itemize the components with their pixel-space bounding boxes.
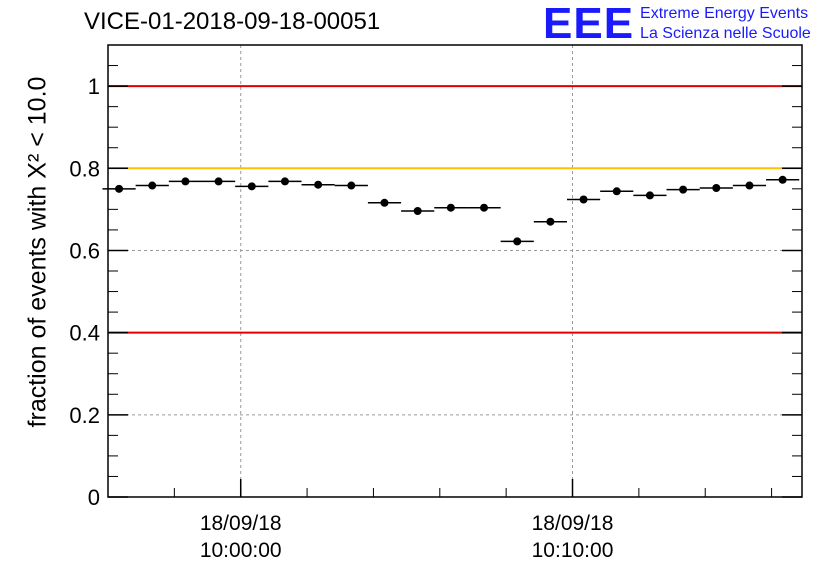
grid-lines bbox=[108, 45, 802, 497]
plot-frame bbox=[107, 44, 803, 498]
y-tick-label: 0 bbox=[88, 485, 100, 510]
data-point bbox=[181, 177, 190, 186]
y-tick-label: 0.8 bbox=[69, 156, 100, 181]
data-point bbox=[679, 185, 688, 194]
reference-lines bbox=[108, 85, 802, 334]
data-point bbox=[645, 191, 654, 200]
data-point bbox=[446, 203, 455, 212]
y-tick-label: 0.4 bbox=[69, 321, 100, 346]
data-points bbox=[102, 175, 800, 246]
data-point bbox=[413, 207, 422, 216]
data-point bbox=[314, 180, 323, 189]
data-point bbox=[612, 187, 621, 196]
logo-line-2: La Scienza nelle Scuole bbox=[640, 25, 811, 42]
y-tick-label: 0.6 bbox=[69, 238, 100, 263]
data-point bbox=[712, 183, 721, 192]
data-point bbox=[579, 195, 588, 204]
logo-text: Extreme Energy Events La Scienza nelle S… bbox=[640, 4, 811, 44]
y-tick-label: 1 bbox=[88, 74, 100, 99]
data-point bbox=[546, 217, 555, 226]
data-point bbox=[148, 181, 157, 190]
data-point bbox=[347, 181, 356, 190]
data-point bbox=[247, 182, 256, 191]
data-point bbox=[513, 237, 522, 246]
chart-title: VICE-01-2018-09-18-00051 bbox=[84, 8, 381, 35]
data-point bbox=[778, 175, 787, 184]
data-point bbox=[480, 203, 489, 212]
axes: 0 0.2 0.4 0.6 0.8 1 18/09/18 10:00:00 18/09/18 10… bbox=[69, 44, 802, 562]
logo-mark: EEE bbox=[543, 0, 635, 48]
data-point bbox=[380, 198, 389, 207]
eee-logo: EEE Extreme Energy Events La Scienza nel… bbox=[543, 2, 811, 46]
data-point bbox=[214, 177, 223, 186]
x-tick-label-time: 10:10:00 bbox=[532, 539, 614, 562]
x-tick-label-time: 10:00:00 bbox=[200, 539, 282, 562]
y-axis-label: fraction of events with X² < 10.0 bbox=[23, 76, 52, 428]
x-tick-label-date: 18/09/18 bbox=[200, 512, 282, 535]
logo-line-1: Extreme Energy Events bbox=[640, 5, 809, 22]
data-point bbox=[280, 177, 289, 186]
data-point bbox=[115, 184, 124, 193]
y-tick-label: 0.2 bbox=[69, 403, 100, 428]
x-tick-label-date: 18/09/18 bbox=[532, 512, 614, 535]
data-point bbox=[745, 181, 754, 190]
